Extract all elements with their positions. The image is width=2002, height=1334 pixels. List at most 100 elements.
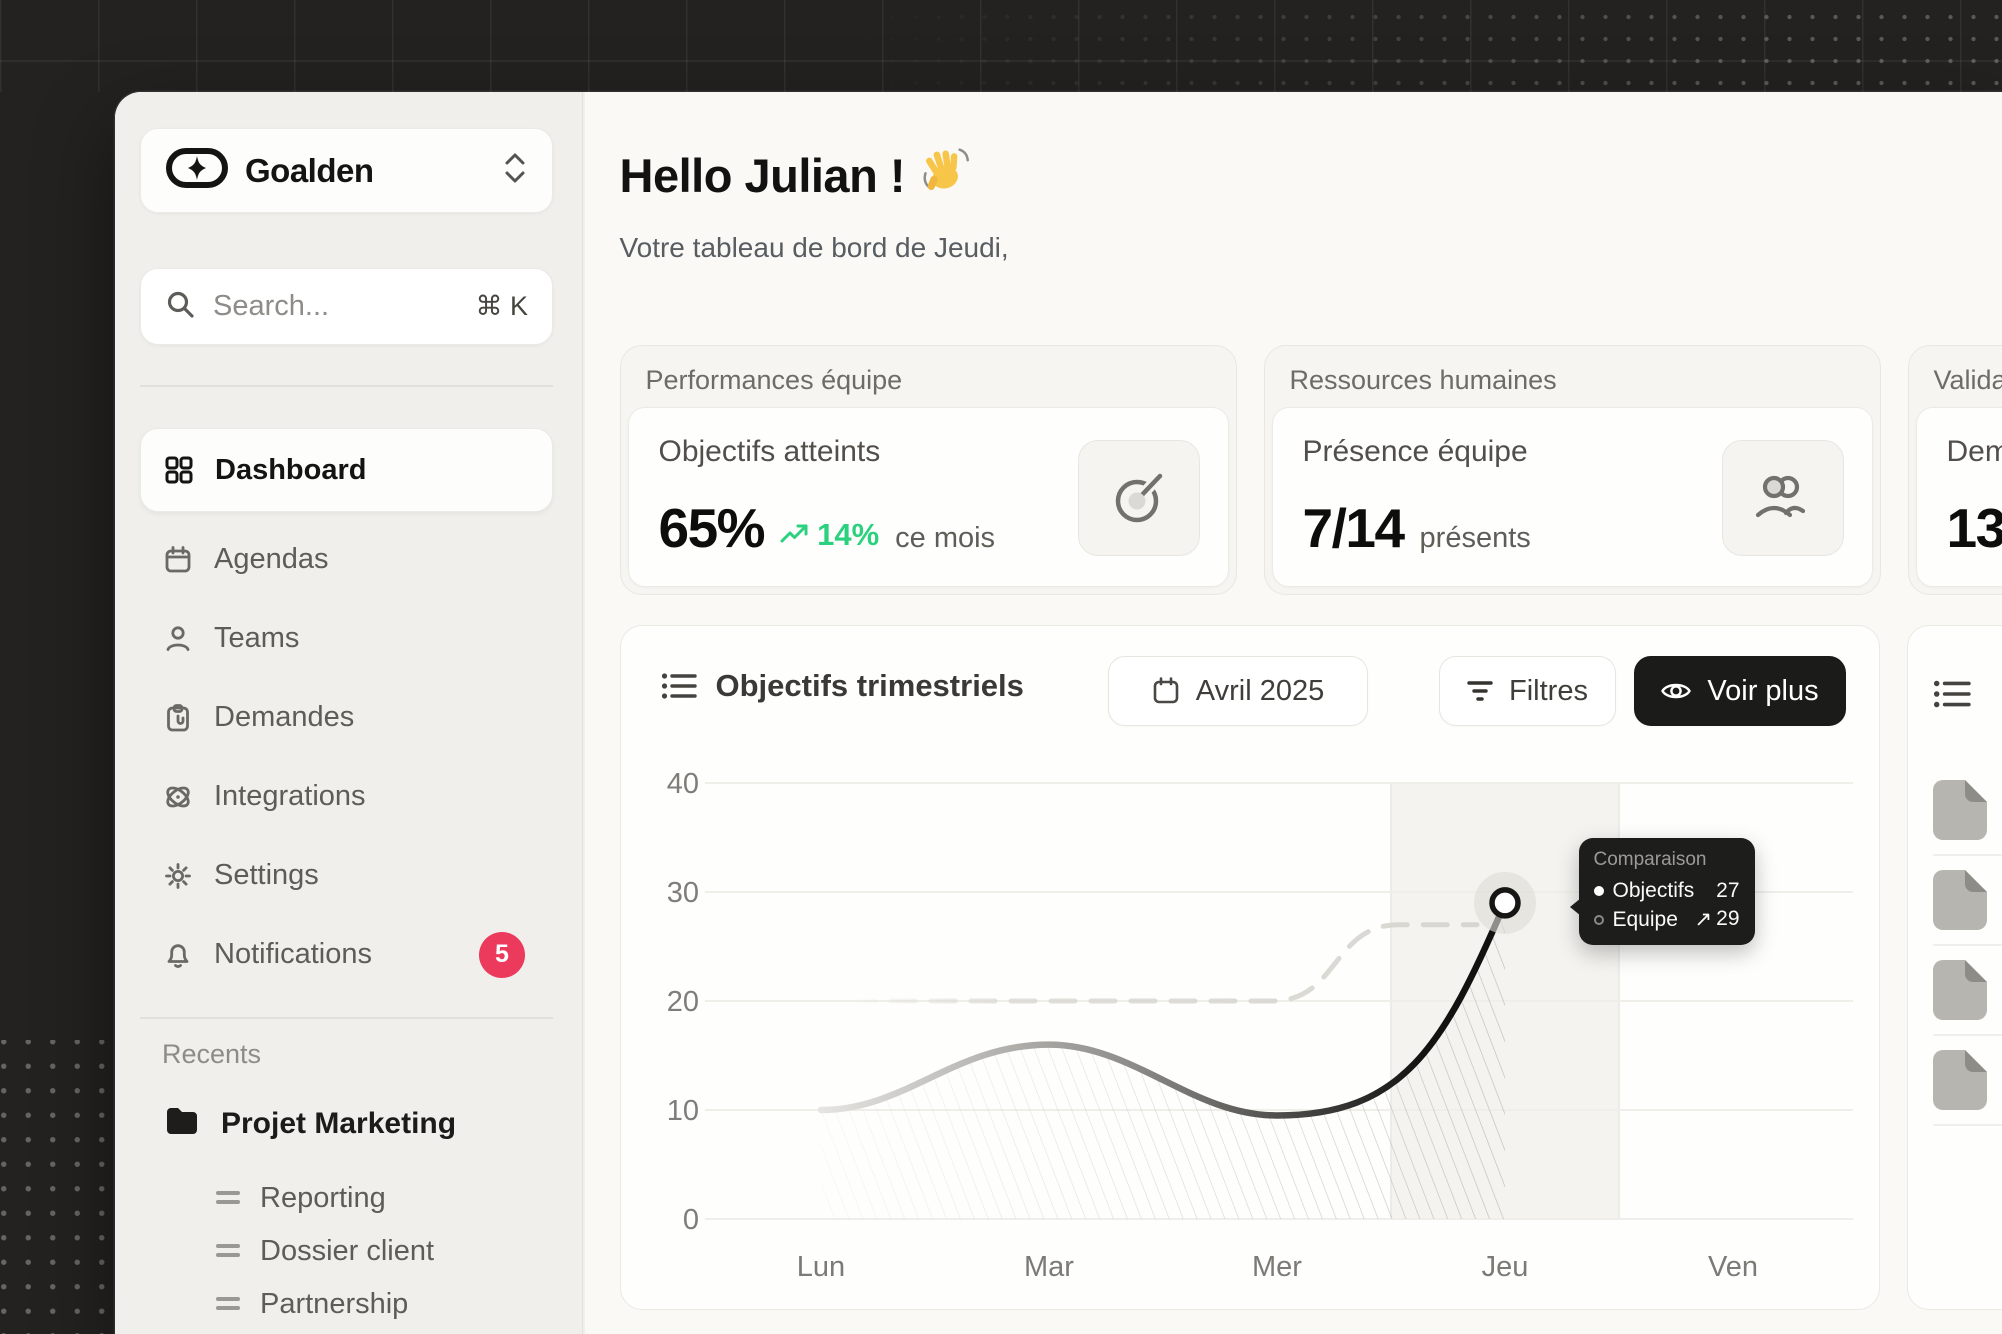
chart-card: Objectifs trimestriels Avril 2025 Filtre… — [619, 625, 1881, 1311]
sidebar-item-demandes[interactable]: Demandes — [140, 678, 553, 757]
sidebar-divider — [140, 1017, 553, 1019]
file-icon — [1932, 1050, 1987, 1110]
sidebar-item-label: Dashboard — [215, 453, 367, 486]
document-list-item[interactable] — [1932, 854, 2002, 944]
y-tick-label: 10 — [666, 1095, 698, 1127]
recent-project-marketing[interactable]: Projet Marketing — [140, 1094, 553, 1154]
lines-icon — [215, 1235, 241, 1268]
stat-category: Validations — [1933, 365, 2002, 395]
recent-item-partnership[interactable]: Partnership — [140, 1278, 553, 1331]
document-list-item[interactable] — [1932, 1034, 2002, 1124]
filter-icon — [1467, 681, 1493, 701]
grid-icon — [164, 455, 194, 485]
sidebar-item-label: Demandes — [214, 701, 355, 733]
recents-label: Recents — [162, 1039, 262, 1069]
people-icon — [1755, 475, 1805, 518]
date-picker-button[interactable]: Avril 2025 — [1107, 656, 1368, 726]
search-icon — [165, 289, 195, 324]
trend-up-icon — [780, 524, 808, 543]
recent-children: Reporting Dossier client Partnership — [140, 1172, 553, 1331]
folder-icon — [165, 1106, 199, 1142]
sidebar-item-teams[interactable]: Teams — [140, 599, 553, 678]
objectifs-line — [848, 922, 1479, 1004]
chevron-up-down-icon[interactable] — [502, 151, 528, 190]
sidebar-item-integrations[interactable]: Integrations — [140, 757, 553, 836]
x-tick-label: Mar — [1024, 1251, 1074, 1283]
sidebar-item-label: Notifications — [214, 938, 372, 970]
recent-item-reporting[interactable]: Reporting — [140, 1172, 553, 1225]
app-window: Goalden Search... ⌘ K Dashboard — [115, 92, 2002, 1334]
equipe-area — [820, 902, 1505, 1219]
sidebar-item-settings[interactable]: Settings — [140, 836, 553, 915]
objectives-chart[interactable]: 0 10 20 30 40 Lun Mar Mer Jeu Ven — [621, 626, 1881, 1311]
document-list-item[interactable] — [1932, 944, 2002, 1034]
y-tick-label: 30 — [666, 877, 698, 909]
x-tick-label: Ven — [1708, 1251, 1758, 1283]
workspace-switcher[interactable]: Goalden — [140, 128, 553, 213]
people-icon-button[interactable] — [1721, 440, 1844, 556]
voir-plus-button[interactable]: Voir plus — [1633, 656, 1846, 726]
x-tick-label: Mer — [1252, 1251, 1302, 1283]
sidebar: Goalden Search... ⌘ K Dashboard — [115, 92, 583, 1334]
list-icon — [661, 673, 697, 699]
list-divider — [1932, 1034, 2002, 1036]
app-name: Goalden — [245, 151, 374, 189]
x-tick-label: Lun — [796, 1251, 844, 1283]
lines-icon — [215, 1182, 241, 1215]
documents-card — [1906, 625, 2002, 1310]
sidebar-item-notifications[interactable]: Notifications 5 — [140, 915, 553, 994]
recent-item-label: Reporting — [260, 1182, 386, 1214]
chart-tooltip: Comparaison Objectifs 27 Equipe ↗ 29 — [1569, 838, 1755, 945]
list-divider — [1932, 854, 2002, 856]
waving-hand-emoji — [919, 144, 971, 207]
goalden-logo-icon — [165, 146, 229, 195]
target-icon — [1115, 470, 1165, 523]
sidebar-item-dashboard[interactable]: Dashboard — [140, 428, 553, 512]
tooltip-row-equipe: Equipe ↗ 29 — [1593, 907, 1740, 932]
stat-delta: 14% — [780, 517, 879, 553]
hollow-dot-icon — [1593, 914, 1604, 925]
sidebar-item-label: Agendas — [214, 543, 329, 575]
document-list-item[interactable] — [1932, 764, 2002, 854]
recent-item-label: Partnership — [260, 1288, 409, 1320]
stat-category: Performances équipe — [645, 365, 903, 395]
search-shortcut: ⌘ K — [475, 291, 528, 321]
calendar-icon — [163, 545, 193, 575]
main-content: Hello Julian ! Votre tableau de bord — [584, 92, 2002, 1334]
stat-card-body: Présence équipe 7/14 présents — [1271, 407, 1873, 587]
stat-card-body: Objectifs atteints 65% 14% ce mois — [627, 407, 1229, 587]
y-tick-label: 40 — [666, 768, 698, 800]
user-icon — [163, 624, 193, 654]
sidebar-item-label: Settings — [214, 859, 319, 891]
file-icon — [1932, 780, 1987, 840]
stat-card-performances: Performances équipe Objectifs atteints 6… — [619, 345, 1237, 595]
chart-title: Objectifs trimestriels — [661, 668, 1024, 704]
stat-value: 7/14 — [1302, 497, 1406, 559]
target-icon-button[interactable] — [1077, 440, 1200, 556]
sidebar-divider — [140, 385, 553, 387]
stat-card-validations: Validations Demandes 13 — [1907, 345, 2002, 595]
page-subtitle: Votre tableau de bord de Jeudi, — [619, 232, 1009, 263]
stat-title: Présence équipe — [1302, 435, 1528, 468]
backdrop-dot-pattern-top — [850, 0, 2002, 92]
tooltip-row-objectifs: Objectifs 27 — [1593, 879, 1740, 903]
list-divider — [1932, 1124, 2002, 1126]
lines-icon — [215, 1288, 241, 1321]
filled-dot-icon — [1593, 886, 1604, 896]
x-tick-label: Jeu — [1481, 1251, 1528, 1283]
sidebar-item-label: Teams — [214, 622, 300, 654]
stat-value: 65% — [658, 497, 766, 559]
backdrop-horizontal-line — [0, 60, 2002, 62]
recent-item-dossier-client[interactable]: Dossier client — [140, 1225, 553, 1278]
documents-card-title — [1933, 678, 1971, 715]
stat-title: Demandes — [1946, 435, 2002, 468]
filters-button[interactable]: Filtres — [1438, 656, 1616, 726]
sidebar-item-agendas[interactable]: Agendas — [140, 520, 553, 599]
trend-arrow: ↗ — [1694, 908, 1713, 931]
chart-marker — [1488, 887, 1521, 919]
stat-card-ressources: Ressources humaines Présence équipe 7/14… — [1263, 345, 1881, 595]
backdrop-grid-lines — [0, 0, 2002, 92]
search-input[interactable]: Search... ⌘ K — [140, 268, 553, 345]
calendar-icon — [1153, 677, 1179, 704]
gear-icon — [163, 861, 193, 891]
